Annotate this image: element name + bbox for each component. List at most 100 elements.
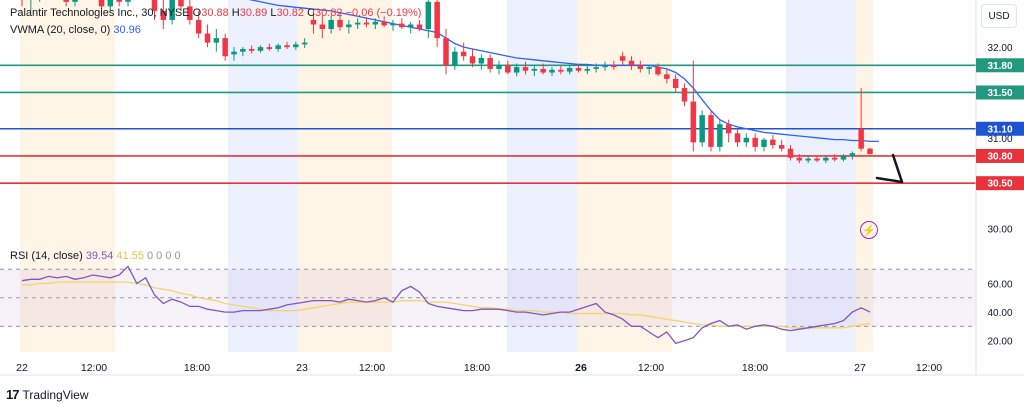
- candle: [814, 155, 820, 163]
- high-value: 30.89: [239, 7, 268, 19]
- candle-body: [178, 0, 184, 7]
- open-label: O: [192, 7, 202, 19]
- candles: [21, 0, 873, 164]
- time-tick-label: 18:00: [464, 362, 490, 374]
- candle: [522, 61, 529, 75]
- session-band: [298, 0, 392, 352]
- candle-body: [301, 42, 308, 45]
- rsi-legend[interactable]: RSI (14, close) 39.54 41.55 0 0 0 0: [10, 250, 181, 262]
- candle: [849, 151, 856, 160]
- candle: [390, 19, 396, 31]
- candle-body: [363, 22, 370, 25]
- candle: [248, 45, 255, 54]
- candle: [381, 16, 387, 28]
- time-tick-label: 12:00: [81, 362, 107, 374]
- candle: [30, 0, 32, 11]
- candle: [63, 0, 69, 7]
- lightning-icon[interactable]: ⚡: [860, 221, 878, 239]
- candle-body: [160, 10, 167, 20]
- candle-body: [478, 58, 485, 64]
- candle-body: [469, 56, 476, 64]
- candle: [187, 0, 193, 25]
- candle: [231, 47, 237, 61]
- annotations: [875, 153, 904, 184]
- candle-body: [293, 44, 299, 48]
- candle-body: [505, 65, 511, 73]
- candle: [275, 43, 281, 52]
- session-band: [786, 0, 856, 352]
- candle: [160, 0, 167, 30]
- candle-body: [664, 74, 670, 79]
- candle: [416, 19, 423, 31]
- low-label: L: [270, 7, 277, 19]
- candle-body: [611, 65, 617, 68]
- candle-body: [628, 60, 635, 66]
- candle-body: [549, 69, 555, 73]
- candle: [125, 0, 131, 7]
- tradingview-logo[interactable]: 17 TradingView: [6, 387, 89, 402]
- candle-body: [328, 19, 334, 30]
- candle-body: [116, 0, 122, 2]
- candle-body: [823, 157, 829, 161]
- candle: [266, 43, 273, 51]
- candle-body: [619, 56, 626, 61]
- high-label: H: [231, 7, 240, 19]
- branding-text: TradingView: [22, 387, 89, 402]
- candle-body: [699, 115, 705, 143]
- candle-body: [584, 68, 591, 71]
- candle: [496, 60, 502, 75]
- candle-body: [275, 45, 281, 49]
- candle: [796, 154, 803, 164]
- time-tick-label: 12:00: [916, 362, 942, 374]
- rsi-line: [21, 265, 871, 345]
- level-price-tag: [976, 121, 1024, 136]
- candle-body: [248, 48, 255, 51]
- vwma-legend[interactable]: VWMA (20, close, 0) 30.96: [10, 24, 141, 36]
- horizontal-levels: [0, 64, 976, 184]
- candle-body: [522, 67, 529, 71]
- close-value: 30.82: [315, 7, 343, 19]
- time-tick-label: 12:00: [638, 362, 664, 374]
- candle-body: [72, 0, 78, 2]
- candle: [505, 60, 511, 75]
- candle: [725, 119, 732, 143]
- candle-body: [770, 139, 776, 146]
- price-tick-label: 32.00: [987, 43, 1012, 54]
- close-label: C: [307, 7, 316, 19]
- candle-body: [858, 128, 864, 149]
- ohlc-header: Palantir Technologies Inc., 30, NYSE O 30…: [10, 7, 421, 19]
- candle: [151, 0, 158, 20]
- candle-body: [452, 51, 458, 66]
- candle-body: [831, 157, 838, 160]
- candle: [434, 0, 440, 48]
- candle-body: [213, 38, 220, 43]
- candle-body: [434, 1, 440, 39]
- candle: [558, 65, 564, 75]
- candle: [867, 147, 873, 155]
- candle-body: [169, 0, 175, 20]
- candle-body: [778, 145, 785, 149]
- candle: [690, 60, 697, 152]
- currency-button[interactable]: USD: [981, 4, 1017, 28]
- low-value: 30.82: [276, 7, 304, 19]
- candle-body: [151, 0, 158, 11]
- rsi-label: RSI (14, close): [10, 250, 83, 262]
- candle-body: [796, 157, 803, 161]
- candle: [770, 135, 776, 149]
- tradingview-mark-icon: 17: [6, 387, 20, 402]
- rsi-ma-value: 41.55: [116, 250, 144, 262]
- candle: [213, 29, 220, 52]
- candle: [708, 110, 714, 152]
- candle: [310, 10, 317, 34]
- candle-body: [390, 23, 396, 26]
- symbol-title[interactable]: Palantir Technologies Inc., 30, NYSE: [10, 7, 190, 19]
- price-axis: 32.00 31.00 30.00 31.80 31.50 31.10 30.80 30.50…: [0, 0, 1024, 376]
- candle: [363, 17, 370, 28]
- candle-body: [717, 124, 723, 147]
- candle: [699, 110, 705, 147]
- candle-body: [354, 22, 361, 25]
- candle-body: [337, 19, 343, 28]
- candle-body: [407, 24, 414, 28]
- candle: [98, 0, 105, 11]
